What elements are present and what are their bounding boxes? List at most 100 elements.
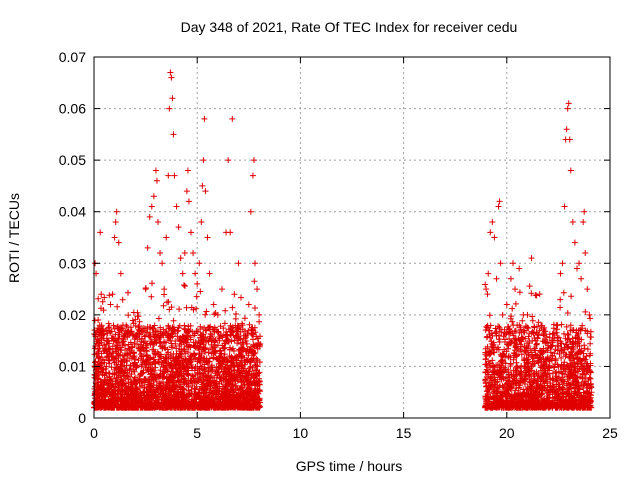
data-point [566,136,573,143]
plot-frame [93,56,611,419]
y-tick-label: 0.04 [59,204,86,220]
data-point [545,342,552,349]
chart-title: Day 348 of 2021, Rate Of TEC Index for r… [181,19,518,35]
data-point [247,208,254,215]
data-point [496,198,503,205]
data-point [177,255,184,262]
data-point [185,198,192,205]
data-point [159,260,166,267]
data-point [557,270,564,277]
data-point [210,301,217,308]
data-point [200,157,207,164]
data-point [103,363,110,370]
data-point [199,182,206,189]
data-point [549,353,556,360]
data-point [532,337,539,344]
data-point [489,219,496,226]
data-point [229,115,236,122]
data-point [179,270,186,277]
data-point [249,172,256,179]
data-point [117,270,124,277]
data-point [514,322,521,329]
x-tick-label: 20 [499,425,515,441]
data-point [175,224,182,231]
data-point [582,249,589,256]
data-point [483,286,490,293]
data-point [105,353,112,360]
data-point [218,286,225,293]
data-point [569,219,576,226]
data-point [586,311,593,318]
data-point [111,234,118,241]
data-point [559,260,566,267]
data-point [561,203,568,210]
data-point [580,219,587,226]
data-point [576,260,583,267]
data-point [231,291,238,298]
x-tick-label: 0 [90,425,98,441]
data-point [567,167,574,174]
data-point [487,229,494,236]
data-point [115,239,122,246]
data-point [499,311,506,318]
data-point [136,327,143,334]
y-tick-label: 0.05 [59,152,86,168]
data-point [124,358,131,365]
data-point [204,234,211,241]
dense-point-cloud [91,278,595,411]
data-point [256,311,263,318]
data-point [142,286,149,293]
data-point [153,177,160,184]
data-point [171,172,178,179]
data-point [235,260,242,267]
data-point [192,270,199,277]
data-point [239,322,246,329]
data-point [198,219,205,226]
data-point [169,95,176,102]
y-tick-label: 0.06 [59,101,86,117]
dense-points-layer [91,278,595,411]
y-tick-label: 0.01 [59,358,86,374]
data-point [97,229,104,236]
data-point [565,100,572,107]
data-point [196,260,203,267]
data-point [573,265,580,272]
y-axis-label: ROTI / TECUs [6,193,22,283]
data-point [516,265,523,272]
data-point [167,69,174,76]
data-point [507,275,514,282]
data-point [144,244,151,251]
data-point [206,270,213,277]
data-point [152,167,159,174]
y-tick-label: 0 [78,410,86,426]
data-point [495,203,502,210]
data-point [112,219,119,226]
data-point [161,286,168,293]
data-point [254,286,261,293]
data-point [150,193,157,200]
data-point [491,234,498,241]
data-point [119,322,126,329]
data-point [564,105,571,112]
x-tick-label: 10 [293,425,309,441]
data-point [128,347,135,354]
data-point [166,105,173,112]
data-point [184,167,191,174]
data-points [92,69,593,370]
data-point [168,74,175,81]
data-point [524,311,531,318]
data-point [536,347,543,354]
data-point [214,311,221,318]
x-tick-label: 25 [602,425,618,441]
data-point [227,229,234,236]
data-point [113,208,120,215]
data-point [109,291,116,298]
data-point [512,286,519,293]
data-point [225,157,232,164]
data-point [154,219,161,226]
data-point [493,275,500,282]
data-point [194,280,201,287]
data-point [503,301,510,308]
data-point [497,260,504,267]
